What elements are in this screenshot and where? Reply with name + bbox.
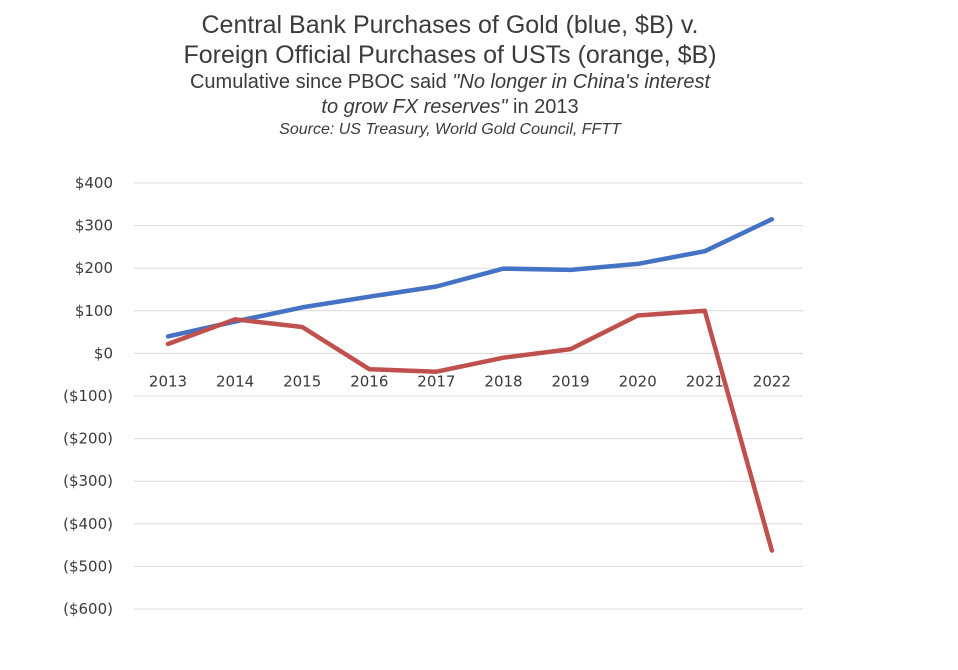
y-axis-ticks: $400 $300 $200 $100 $0 ($100) ($200) ($300) ($40… xyxy=(63,174,113,618)
y-tick-label: ($100) xyxy=(63,387,113,405)
y-tick-label: ($200) xyxy=(63,430,113,448)
y-tick-label: $300 xyxy=(75,217,113,235)
x-tick-label: 2018 xyxy=(484,372,522,390)
y-tick-label: $200 xyxy=(75,259,113,277)
x-tick-label: 2022 xyxy=(753,372,791,390)
series-line-0 xyxy=(165,216,775,339)
subtitle-prefix: Cumulative since PBOC said xyxy=(189,71,453,93)
y-tick-label: ($300) xyxy=(63,472,113,490)
x-tick-label: 2013 xyxy=(149,372,187,390)
chart-title-line-2: Foreign Official Purchases of USTs (oran… xyxy=(183,41,717,69)
subtitle-quote-b: to grow FX reserves" xyxy=(321,96,508,118)
subtitle-suffix: in 2013 xyxy=(507,96,579,118)
x-axis-ticks: 2013 2014 2015 2016 2017 2018 2019 2020 2021 2022 xyxy=(149,372,791,390)
x-tick-label: 2020 xyxy=(619,372,657,390)
y-tick-label: $100 xyxy=(75,302,113,320)
series-lines xyxy=(165,216,775,553)
chart-source: Source: US Treasury, World Gold Council,… xyxy=(279,121,621,138)
y-tick-label: $0 xyxy=(94,344,113,362)
x-tick-label: 2019 xyxy=(552,372,590,390)
y-tick-label: ($600) xyxy=(63,600,113,618)
x-tick-label: 2016 xyxy=(350,372,388,390)
chart-subtitle-line-2: to grow FX reserves" in 2013 xyxy=(0,95,900,120)
chart-subtitle-line-1: Cumulative since PBOC said "No longer in… xyxy=(0,70,900,95)
chart-title-line-1: Central Bank Purchases of Gold (blue, $B… xyxy=(201,11,699,39)
gridlines xyxy=(134,182,803,610)
chart-titles: Central Bank Purchases of Gold (blue, $B… xyxy=(0,10,900,140)
x-tick-label: 2021 xyxy=(686,372,724,390)
y-tick-label: ($400) xyxy=(63,515,113,533)
x-tick-label: 2015 xyxy=(283,372,321,390)
y-tick-label: $400 xyxy=(75,174,113,192)
x-tick-label: 2017 xyxy=(417,372,455,390)
series-line-1 xyxy=(165,308,775,553)
subtitle-quote-a: "No longer in China's interest xyxy=(452,71,711,93)
x-tick-label: 2014 xyxy=(216,372,254,390)
y-tick-label: ($500) xyxy=(63,557,113,575)
